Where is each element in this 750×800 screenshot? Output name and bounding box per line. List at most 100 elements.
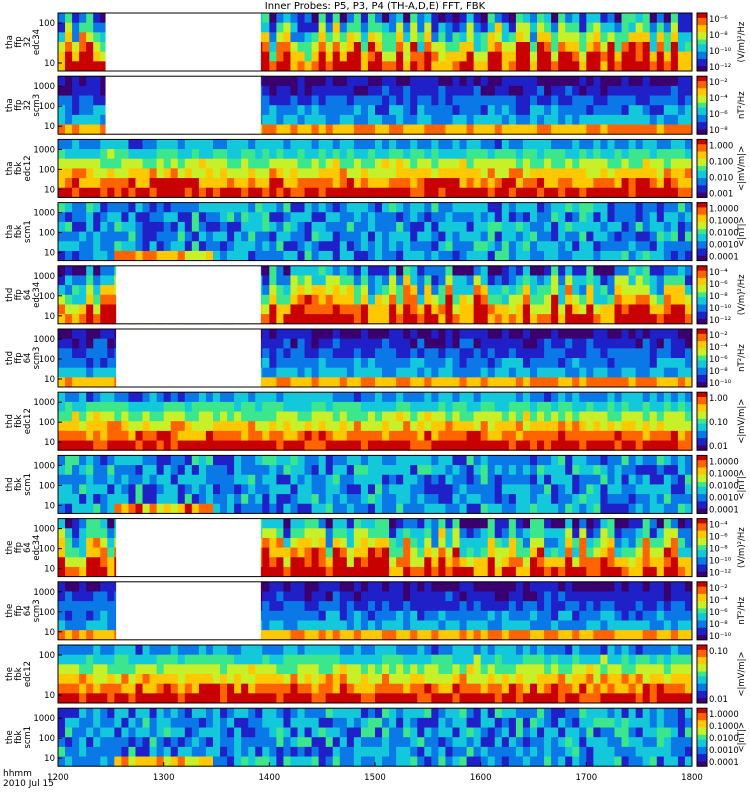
spectrogram-bin — [684, 275, 693, 286]
spectrogram-bin — [459, 61, 467, 72]
colorbar-frame — [696, 391, 708, 451]
spectrogram-bin — [198, 411, 207, 422]
spectrogram-bin — [445, 32, 453, 43]
spectrogram-bin — [466, 440, 475, 451]
spectrogram-bin — [459, 212, 467, 223]
spectrogram-bin — [72, 105, 80, 116]
spectrogram-bin — [339, 85, 348, 96]
spectrogram-bin — [466, 377, 475, 388]
spectrogram-bin — [649, 241, 658, 252]
spectrogram-bin — [304, 547, 312, 558]
spectrogram-bin — [473, 440, 482, 451]
spectrogram-bin — [156, 250, 165, 261]
spectrogram-bin — [473, 494, 482, 505]
spectrogram-bin — [72, 484, 80, 495]
spectrogram-bin — [586, 168, 594, 179]
spectrogram-bin — [128, 455, 136, 466]
spectrogram-bin — [663, 377, 672, 388]
spectrogram-bin — [360, 430, 369, 441]
spectrogram-bin — [403, 440, 411, 451]
panel-ylabel: thd — [5, 477, 15, 491]
spectrogram-bin — [473, 430, 482, 441]
spectrogram-bin — [445, 557, 453, 568]
spectrogram-bin — [114, 503, 122, 514]
spectrogram-bin — [163, 503, 172, 514]
spectrogram-bin — [529, 42, 538, 53]
spectrogram-bin — [241, 149, 249, 160]
colorbar-segment — [697, 503, 707, 507]
spectrogram-bin — [205, 212, 214, 223]
spectrogram-bin — [93, 329, 101, 340]
spectrogram-bin — [163, 178, 172, 189]
spectrogram-bin — [58, 465, 66, 476]
spectrogram-bin — [290, 338, 298, 349]
spectrogram-bin — [635, 221, 644, 232]
spectrogram-bin — [480, 440, 489, 451]
spectrogram-bin — [100, 124, 108, 135]
spectrogram-bin — [346, 13, 355, 24]
spectrogram-bin — [445, 22, 453, 33]
spectrogram-bin — [367, 294, 376, 305]
spectrogram-bin — [551, 440, 559, 451]
spectrogram-bin — [607, 149, 615, 160]
spectrogram-bin — [283, 304, 291, 315]
spectrogram-bin — [283, 528, 291, 539]
spectrogram-bin — [367, 528, 376, 539]
spectrogram-bin — [382, 265, 390, 276]
spectrogram-bin — [431, 503, 439, 514]
spectrogram-bin — [100, 187, 108, 198]
spectrogram-bin — [522, 348, 531, 359]
spectrogram-bin — [494, 348, 503, 359]
spectrogram-bin — [269, 358, 277, 369]
spectrogram-bin — [558, 114, 566, 125]
spectrogram-bin — [269, 13, 277, 24]
spectrogram-bin — [311, 566, 320, 577]
spectrogram-bin — [684, 114, 693, 125]
spectrogram-bin — [501, 187, 510, 198]
spectrogram-bin — [346, 348, 355, 359]
spectrogram-bin — [642, 149, 651, 160]
spectrogram-bin — [459, 187, 467, 198]
spectrogram-bin — [438, 494, 446, 505]
spectrogram-bin — [269, 241, 277, 252]
spectrogram-bin — [382, 85, 390, 96]
spectrogram-bin — [241, 455, 249, 466]
spectrogram-bin — [635, 202, 644, 213]
spectrogram-bin — [579, 76, 587, 87]
spectrogram-bin — [382, 114, 390, 125]
spectrogram-bin — [339, 294, 348, 305]
spectrogram-bin — [649, 465, 658, 476]
spectrogram-bin — [522, 377, 531, 388]
spectrogram-bin — [72, 95, 80, 106]
spectrogram-bin — [656, 348, 665, 359]
spectrogram-bin — [551, 474, 559, 485]
spectrogram-bin — [473, 401, 482, 412]
spectrogram-bin — [586, 139, 594, 150]
colorbar-segment — [697, 163, 707, 167]
spectrogram-bin — [593, 105, 601, 116]
spectrogram-bin — [515, 114, 524, 125]
spectrogram-bin — [663, 338, 672, 349]
spectrogram-bin — [431, 440, 439, 451]
spectrogram-bin — [389, 503, 397, 514]
spectrogram-bin — [607, 139, 615, 150]
colorbar-segment — [697, 421, 707, 425]
spectrogram-bin — [649, 202, 658, 213]
spectrogram-bin — [417, 411, 425, 422]
spectrogram-bin — [269, 392, 277, 403]
spectrogram-bin — [205, 503, 214, 514]
spectrogram-bin — [65, 411, 73, 422]
spectrogram-bin — [290, 124, 298, 135]
spectrogram-bin — [100, 275, 108, 286]
spectrogram-bin — [642, 42, 651, 53]
spectrogram-bin — [565, 484, 573, 495]
spectrogram-bin — [346, 158, 355, 169]
spectrogram-bin — [304, 367, 312, 378]
spectrogram-bin — [544, 149, 552, 160]
spectrogram-bin — [367, 32, 376, 43]
spectrogram-bin — [86, 411, 94, 422]
spectrogram-bin — [656, 85, 665, 96]
spectrogram-bin — [332, 474, 341, 485]
spectrogram-bin — [410, 465, 418, 476]
spectrogram-bin — [346, 338, 355, 349]
